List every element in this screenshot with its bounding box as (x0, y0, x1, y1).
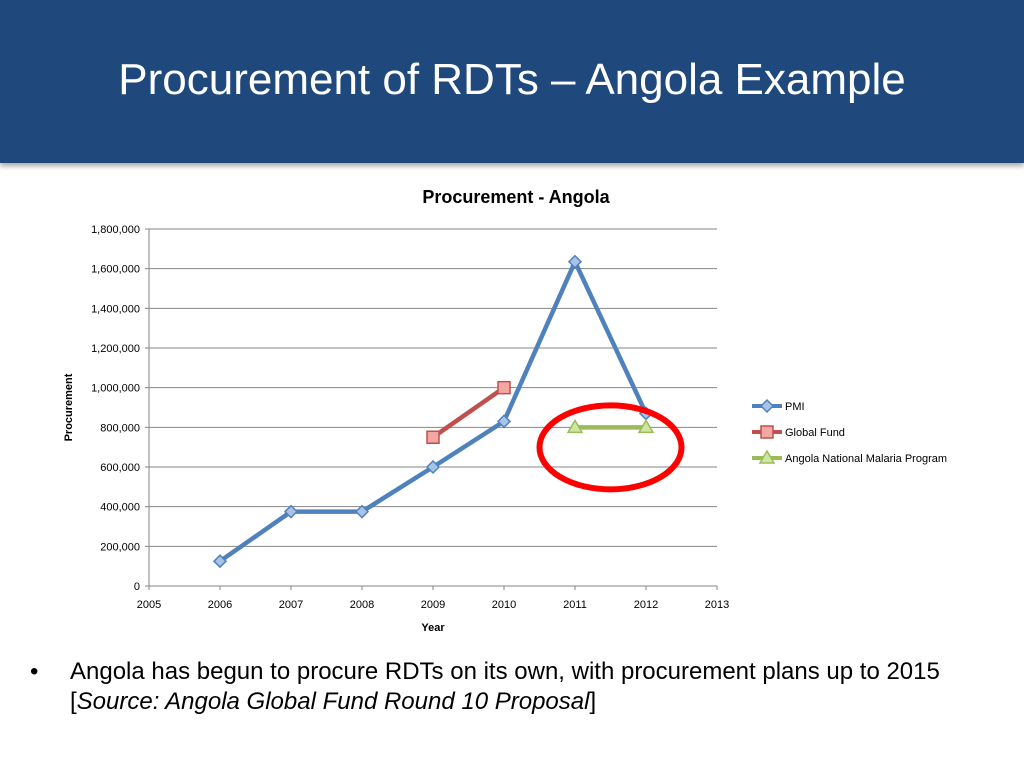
x-axis-label: Year (421, 622, 445, 634)
title-bar: Procurement of RDTs – Angola Example (0, 0, 1024, 163)
bullet-text-end: ] (589, 688, 597, 715)
x-tick-label: 2007 (279, 599, 303, 611)
legend-label: Global Fund (785, 427, 845, 439)
y-tick-label: 0 (134, 581, 140, 593)
annotations (536, 402, 685, 493)
y-tick-label: 400,000 (100, 502, 140, 514)
line-chart: Procurement - Angola 0 200,000 400,000 600,… (63, 187, 947, 634)
x-tick-label: 2011 (563, 599, 587, 611)
legend-marker (759, 398, 775, 414)
y-tick-label: 1,400,000 (91, 303, 140, 315)
y-axis-label: Procurement (63, 373, 75, 441)
data-point (497, 380, 511, 395)
y-tick-label: 200,000 (100, 541, 140, 553)
legend-item: PMI (752, 398, 805, 414)
chart-title: Procurement - Angola (422, 187, 610, 207)
y-tick-label: 1,600,000 (91, 264, 140, 276)
legend-label: Angola National Malaria Program (785, 453, 947, 465)
data-point (212, 554, 228, 569)
chart-container: Procurement - Angola 0 200,000 400,000 600,… (0, 175, 1024, 645)
data-point (425, 459, 441, 475)
y-tick-label: 600,000 (100, 462, 140, 474)
data-point (354, 504, 370, 519)
axes (145, 228, 718, 590)
data-point (566, 418, 584, 434)
y-tick-label: 1,000,000 (91, 383, 140, 395)
x-tick-label: 2005 (137, 599, 161, 611)
series-group (212, 254, 655, 569)
data-point (283, 504, 299, 519)
bullet-source: Source: Angola Global Fund Round 10 Prop… (76, 688, 590, 715)
legend-marker (760, 425, 774, 439)
legend-item: Global Fund (752, 425, 845, 439)
slide-title: Procurement of RDTs – Angola Example (118, 55, 906, 104)
data-point (567, 254, 583, 269)
data-point (496, 414, 512, 429)
bullet-marker: • (30, 658, 39, 685)
y-tick-label: 800,000 (100, 422, 140, 434)
series-angola-national-malaria-program (566, 418, 655, 434)
bullet-text-main: Angola has begun to procure RDTs on its … (70, 658, 940, 715)
bullet-text: Angola has begun to procure RDTs on its … (70, 657, 990, 717)
highlight-ellipse (536, 402, 685, 493)
data-point (637, 418, 655, 434)
x-tick-label: 2012 (634, 599, 658, 611)
y-tick-labels: 0 200,000 400,000 600,000 800,000 1,000,000 1,… (91, 224, 140, 593)
legend: PMI Global Fund Angola National Malaria Pr… (752, 398, 947, 465)
legend-label: PMI (785, 401, 805, 413)
series-pmi (212, 254, 654, 569)
x-tick-label: 2013 (705, 599, 729, 611)
y-tick-label: 1,800,000 (91, 224, 140, 236)
series-global-fund (426, 380, 511, 444)
legend-marker (758, 449, 776, 464)
x-tick-label: 2009 (421, 599, 445, 611)
legend-item: Angola National Malaria Program (752, 449, 947, 465)
x-tick-label: 2006 (208, 599, 232, 611)
data-point (426, 430, 440, 444)
gridlines (149, 228, 717, 547)
series-line (430, 385, 507, 440)
x-tick-label: 2008 (350, 599, 374, 611)
x-tick-labels: 2005 2006 2007 2008 2009 2010 2011 2012 2013 (137, 599, 729, 611)
y-tick-label: 1,200,000 (91, 343, 140, 355)
x-tick-label: 2010 (492, 599, 516, 611)
